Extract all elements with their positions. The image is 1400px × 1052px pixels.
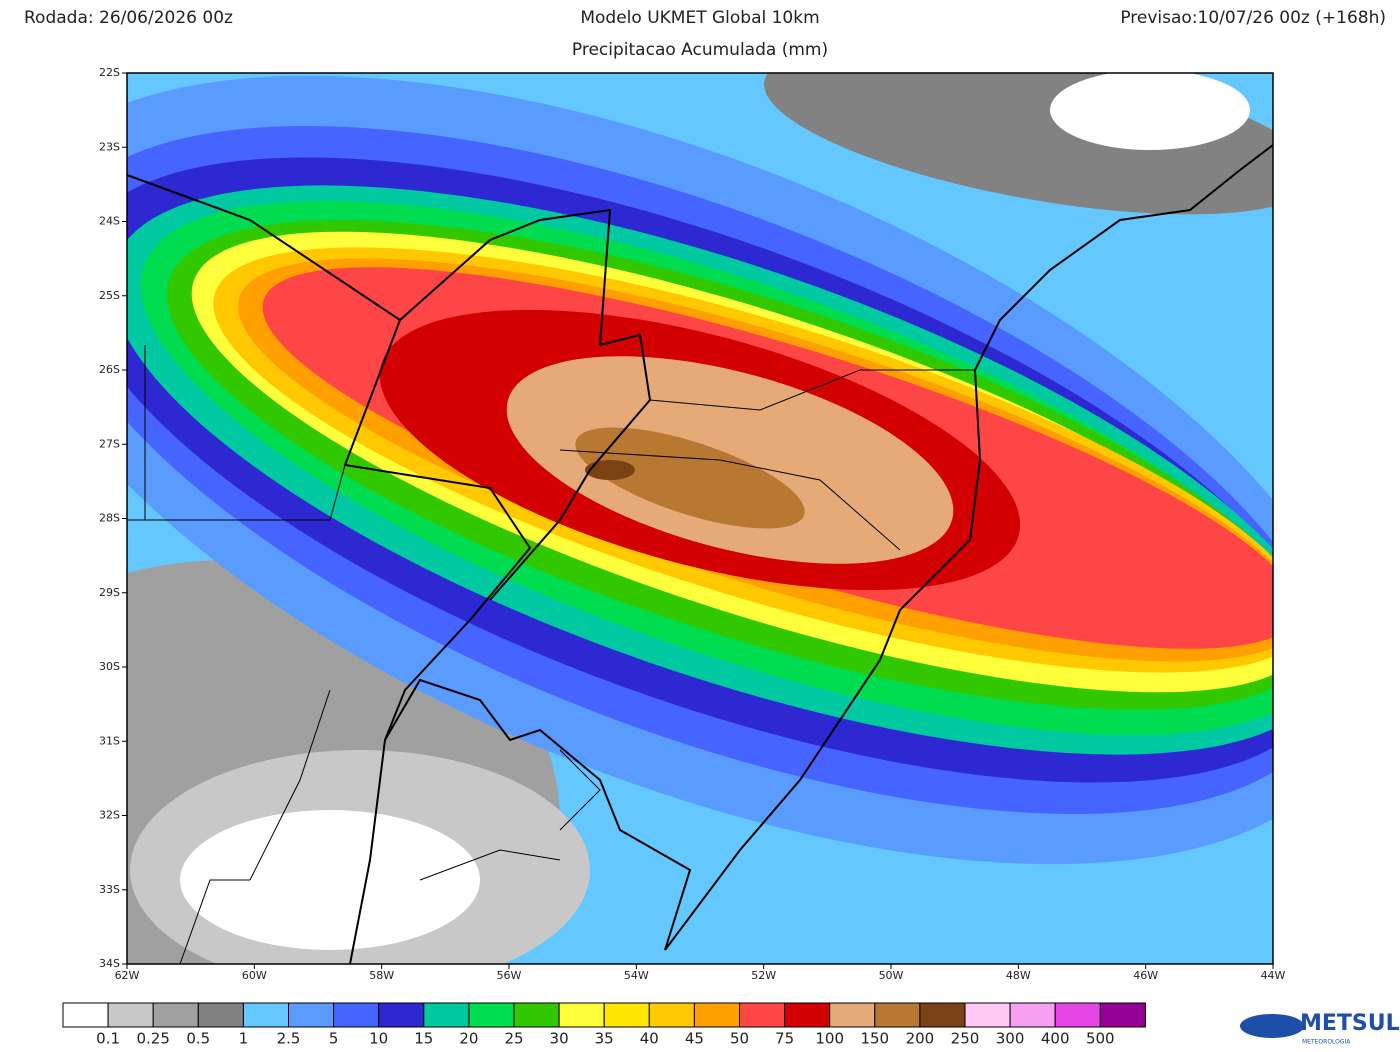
lat-tick-label: 28S	[99, 512, 120, 525]
lat-tick-label: 32S	[99, 809, 120, 822]
colorbar-label: 100	[815, 1030, 844, 1048]
lon-tick-label: 48W	[1006, 969, 1031, 982]
precip-area	[763, 73, 1273, 215]
colorbar-swatch	[62, 1002, 109, 1028]
colorbar-label: 50	[730, 1030, 749, 1048]
subtitle: Precipitacao Acumulada (mm)	[572, 40, 828, 60]
lat-tick-label: 24S	[99, 215, 120, 228]
colorbar-label: 300	[996, 1030, 1025, 1048]
title: Modelo UKMET Global 10km	[580, 8, 819, 28]
colorbar-swatch	[333, 1002, 380, 1028]
lat-tick-label: 22S	[99, 66, 120, 79]
colorbar-swatch	[378, 1002, 425, 1028]
lat-tick-label: 26S	[99, 363, 120, 376]
lat-tick-label: 31S	[99, 734, 120, 747]
lat-tick-label: 34S	[99, 957, 120, 970]
colorbar-label: 400	[1041, 1030, 1070, 1048]
axes: 22S23S24S25S26S27S28S29S30S31S32S33S34S6…	[99, 66, 1286, 982]
colorbar-label: 150	[860, 1030, 889, 1048]
colorbar-label: 25	[504, 1030, 523, 1048]
colorbar-swatch	[693, 1002, 741, 1028]
lon-tick-label: 44W	[1261, 969, 1286, 982]
colorbar-swatch	[1099, 1002, 1146, 1028]
colorbar-label: 0.5	[186, 1030, 210, 1048]
colorbar-swatch	[152, 1002, 199, 1028]
colorbar-swatch	[423, 1002, 470, 1028]
run-time: Rodada: 26/06/2026 00z	[24, 8, 233, 28]
logo-icon	[1240, 1014, 1304, 1038]
colorbar-swatch	[964, 1002, 1011, 1028]
colorbar-swatch	[242, 1002, 289, 1028]
lon-tick-label: 56W	[497, 969, 522, 982]
precip-area	[180, 810, 480, 950]
lon-tick-label: 54W	[624, 969, 649, 982]
precip-area	[575, 427, 805, 529]
logo-name: METSUL	[1300, 1011, 1400, 1036]
logo: METSUL METEOROLOGIA	[1240, 1011, 1400, 1046]
logo-tagline: METEOROLOGIA	[1302, 1039, 1351, 1046]
lon-tick-label: 62W	[115, 969, 140, 982]
colorbar-swatch	[919, 1002, 966, 1028]
precip-area	[1050, 73, 1250, 150]
lat-tick-label: 27S	[99, 437, 120, 450]
colorbar: 0.1 0.25 0.5 1 2.5 5 10 15 20 25 30 35 40 45 50 75 100 15…	[62, 1002, 1146, 1048]
colorbar-label: 75	[775, 1030, 794, 1048]
colorbar-swatch	[513, 1002, 560, 1028]
lat-tick-label: 25S	[99, 289, 120, 302]
lat-tick-label: 23S	[99, 140, 120, 153]
colorbar-swatch	[829, 1002, 876, 1028]
forecast-time: Previsao:10/07/26 00z (+168h)	[1120, 8, 1386, 28]
colorbar-swatch	[874, 1002, 921, 1028]
colorbar-swatch	[197, 1002, 244, 1028]
colorbar-label: 1	[239, 1030, 249, 1048]
colorbar-label: 35	[595, 1030, 614, 1048]
colorbar-label: 250	[951, 1030, 980, 1048]
colorbar-label: 500	[1086, 1030, 1115, 1048]
lat-tick-label: 33S	[99, 883, 120, 896]
colorbar-label: 45	[685, 1030, 704, 1048]
colorbar-swatch	[739, 1002, 786, 1028]
colorbar-label: 30	[550, 1030, 569, 1048]
colorbar-label: 0.1	[96, 1030, 120, 1048]
colorbar-swatch	[558, 1002, 605, 1028]
colorbar-swatch	[1054, 1002, 1101, 1028]
colorbar-label: 10	[369, 1030, 388, 1048]
colorbar-swatch	[648, 1002, 695, 1028]
colorbar-swatch	[1009, 1002, 1056, 1028]
lon-tick-label: 46W	[1133, 969, 1158, 982]
colorbar-swatch	[288, 1002, 335, 1028]
colorbar-swatch	[784, 1002, 831, 1028]
colorbar-label: 40	[640, 1030, 659, 1048]
colorbar-swatch	[468, 1002, 515, 1028]
lon-tick-label: 60W	[242, 969, 267, 982]
lon-tick-label: 52W	[751, 969, 776, 982]
colorbar-label: 2.5	[277, 1030, 301, 1048]
colorbar-swatch	[107, 1002, 154, 1028]
lat-tick-label: 30S	[99, 660, 120, 673]
colorbar-label: 20	[459, 1030, 478, 1048]
colorbar-swatch	[603, 1002, 650, 1028]
colorbar-label: 5	[329, 1030, 339, 1048]
colorbar-label: 15	[414, 1030, 433, 1048]
colorbar-label: 0.25	[136, 1030, 169, 1048]
lat-tick-label: 29S	[99, 586, 120, 599]
precip-area	[585, 460, 635, 480]
lon-tick-label: 50W	[879, 969, 904, 982]
colorbar-label: 200	[906, 1030, 935, 1048]
lon-tick-label: 58W	[369, 969, 394, 982]
borders	[127, 144, 1273, 964]
